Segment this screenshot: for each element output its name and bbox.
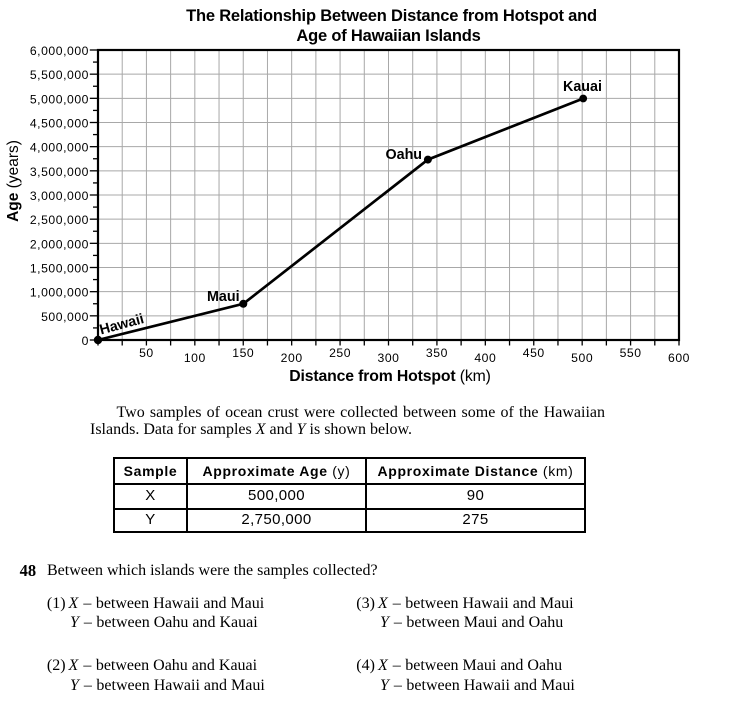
svg-text:Age of Hawaiian Islands: Age of Hawaiian Islands xyxy=(296,27,480,45)
svg-text:500,000: 500,000 xyxy=(41,310,89,324)
svg-text:3,500,000: 3,500,000 xyxy=(30,165,89,179)
svg-text:4,000,000: 4,000,000 xyxy=(30,141,89,155)
svg-text:2,500,000: 2,500,000 xyxy=(30,213,89,227)
svg-text:300: 300 xyxy=(378,351,400,365)
svg-text:2,000,000: 2,000,000 xyxy=(30,237,89,251)
svg-text:6,000,000: 6,000,000 xyxy=(30,44,89,58)
svg-text:200: 200 xyxy=(281,351,303,365)
svg-text:1,000,000: 1,000,000 xyxy=(30,286,89,300)
svg-text:550: 550 xyxy=(620,346,642,360)
svg-text:5,000,000: 5,000,000 xyxy=(30,92,89,106)
svg-text:500: 500 xyxy=(571,351,593,365)
svg-text:250: 250 xyxy=(329,346,351,360)
svg-text:100: 100 xyxy=(184,351,206,365)
svg-text:3,000,000: 3,000,000 xyxy=(30,189,89,203)
svg-text:50: 50 xyxy=(139,346,154,360)
svg-text:450: 450 xyxy=(523,346,545,360)
svg-text:Oahu: Oahu xyxy=(386,147,423,163)
svg-text:4,500,000: 4,500,000 xyxy=(30,117,89,131)
svg-text:600: 600 xyxy=(668,351,690,365)
svg-text:150: 150 xyxy=(232,346,254,360)
svg-text:Maui: Maui xyxy=(207,289,240,305)
svg-text:1,500,000: 1,500,000 xyxy=(30,262,89,276)
svg-text:5,500,000: 5,500,000 xyxy=(30,68,89,82)
svg-text:0: 0 xyxy=(82,334,89,348)
svg-text:400: 400 xyxy=(474,351,496,365)
svg-text:Kauai: Kauai xyxy=(563,79,602,95)
svg-text:350: 350 xyxy=(426,346,448,360)
svg-text:The Relationship Between Dista: The Relationship Between Distance from H… xyxy=(186,7,597,25)
svg-text:Age (years): Age (years) xyxy=(5,140,22,222)
svg-text:Distance from Hotspot (km): Distance from Hotspot (km) xyxy=(289,368,490,385)
